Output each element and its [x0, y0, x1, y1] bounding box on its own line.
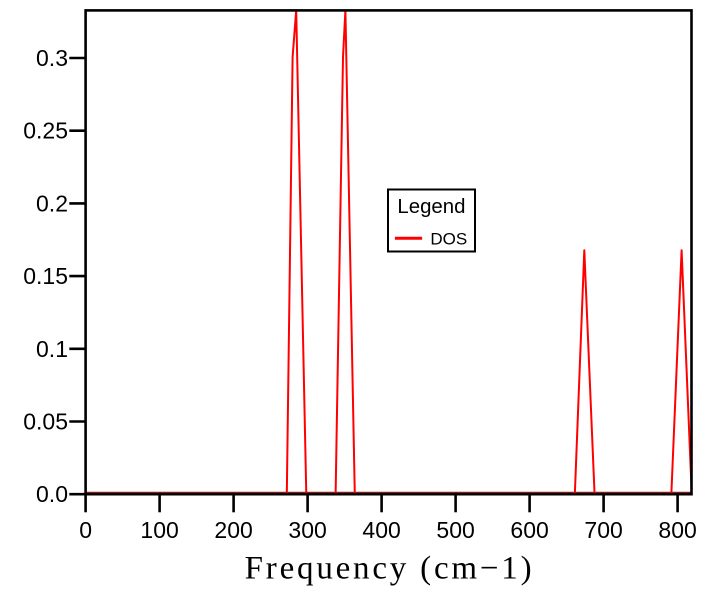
svg-text:700: 700 — [584, 517, 622, 543]
svg-text:0.0: 0.0 — [36, 481, 68, 507]
svg-text:0.3: 0.3 — [36, 45, 68, 71]
svg-text:300: 300 — [288, 517, 326, 543]
svg-text:100: 100 — [140, 517, 178, 543]
svg-text:200: 200 — [214, 517, 252, 543]
svg-text:0.05: 0.05 — [23, 409, 68, 435]
svg-text:Legend: Legend — [397, 196, 465, 218]
svg-text:0.2: 0.2 — [36, 190, 68, 216]
svg-text:0.15: 0.15 — [23, 263, 68, 289]
svg-text:0.1: 0.1 — [36, 336, 68, 362]
svg-text:0: 0 — [79, 517, 92, 543]
svg-text:500: 500 — [436, 517, 474, 543]
svg-text:600: 600 — [510, 517, 548, 543]
svg-text:400: 400 — [362, 517, 400, 543]
svg-text:0.25: 0.25 — [23, 118, 68, 144]
svg-text:DOS: DOS — [430, 229, 467, 248]
svg-text:800: 800 — [658, 517, 696, 543]
svg-text:Frequency (cm−1): Frequency (cm−1) — [245, 550, 535, 586]
